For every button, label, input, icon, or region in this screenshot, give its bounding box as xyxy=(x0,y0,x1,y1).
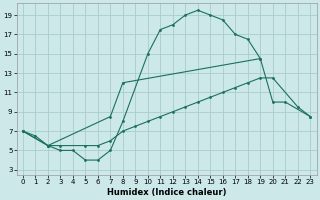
X-axis label: Humidex (Indice chaleur): Humidex (Indice chaleur) xyxy=(107,188,226,197)
